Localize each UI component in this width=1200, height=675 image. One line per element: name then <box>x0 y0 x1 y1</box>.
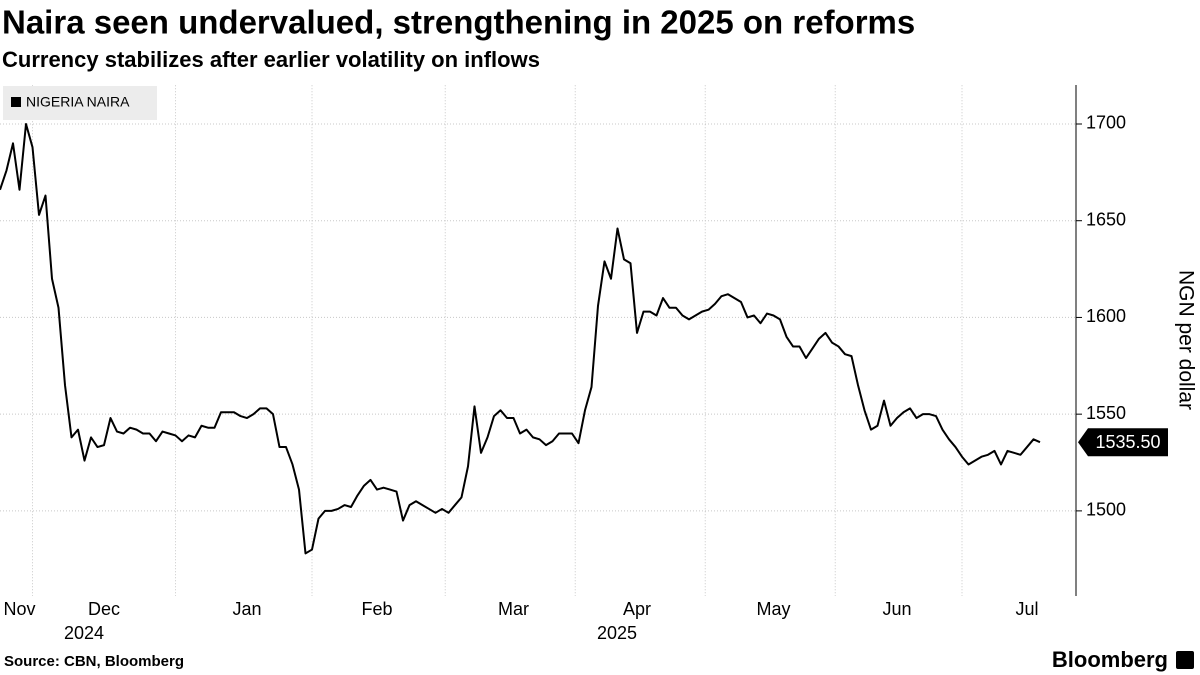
chart-title: Naira seen undervalued, strengthening in… <box>2 4 915 41</box>
y-tick-label: 1600 <box>1086 306 1126 326</box>
x-year-label: 2025 <box>597 623 637 643</box>
value-tag <box>1078 428 1168 457</box>
x-tick-label: Jun <box>882 599 911 619</box>
x-tick-label: Jan <box>232 599 261 619</box>
x-tick-label: Jul <box>1015 599 1038 619</box>
x-tick-label: Nov <box>3 599 35 619</box>
y-tick-label: 1700 <box>1086 113 1126 133</box>
chart-subtitle: Currency stabilizes after earlier volati… <box>2 47 540 72</box>
brand-icon <box>1176 651 1194 669</box>
x-tick-label: May <box>756 599 790 619</box>
x-year-label: 2024 <box>64 623 104 643</box>
y-tick-label: 1550 <box>1086 403 1126 423</box>
legend-box <box>3 86 157 120</box>
legend-label: NIGERIA NAIRA <box>26 94 130 110</box>
y-tick-label: 1500 <box>1086 500 1126 520</box>
line <box>0 122 1041 555</box>
y-tick-label: 1650 <box>1086 209 1126 229</box>
brand: Bloomberg <box>1052 647 1168 672</box>
y-axis-label: NGN per dollar <box>1174 270 1197 410</box>
x-tick-label: Apr <box>623 599 651 619</box>
value-label: 1535.50 <box>1095 432 1160 452</box>
source: Source: CBN, Bloomberg <box>4 653 184 670</box>
x-tick-label: Feb <box>361 599 392 619</box>
x-tick-label: Dec <box>88 599 120 619</box>
x-tick-label: Mar <box>498 599 529 619</box>
legend-swatch <box>11 97 21 107</box>
